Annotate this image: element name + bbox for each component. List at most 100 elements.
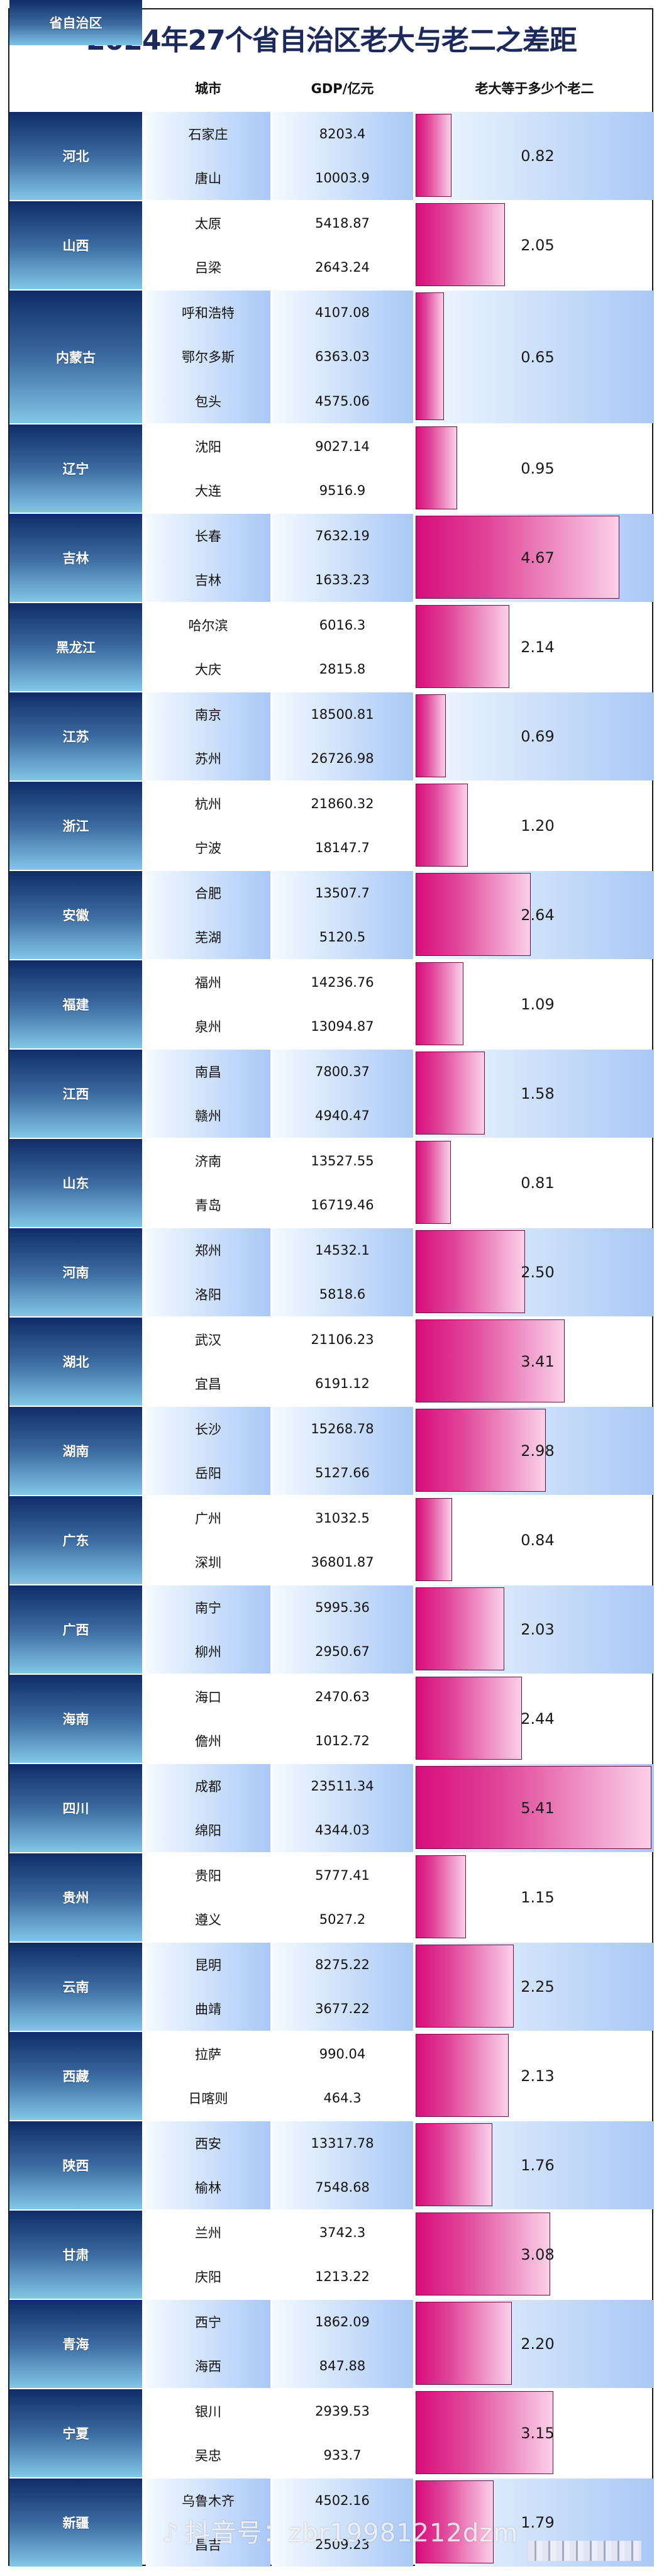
province-cell: 陕西 bbox=[9, 2121, 142, 2209]
city-name: 榆林 bbox=[195, 2180, 221, 2196]
city-name: 长春 bbox=[195, 529, 221, 544]
gdp-value: 8203.4 bbox=[319, 126, 366, 142]
douyin-note-icon: ♪ bbox=[162, 2519, 179, 2548]
city-name: 广州 bbox=[195, 1511, 221, 1526]
table-row: 贵州 贵阳 遵义 5777.41 5027.2 1.15 bbox=[0, 1853, 664, 1943]
city-name: 南昌 bbox=[195, 1065, 221, 1080]
ratio-bar bbox=[416, 516, 619, 599]
ratio-value: 0.69 bbox=[521, 728, 555, 745]
city-cell: 成都 绵阳 bbox=[146, 1764, 270, 1852]
gdp-value: 6363.03 bbox=[315, 349, 370, 365]
city-name: 吴忠 bbox=[195, 2448, 221, 2463]
city-cell: 银川 吴忠 bbox=[146, 2389, 270, 2477]
city-name: 宜昌 bbox=[195, 1377, 221, 1392]
province-cell: 江西 bbox=[9, 1050, 142, 1138]
gdp-value: 14236.76 bbox=[311, 975, 374, 990]
gdp-cell: 1862.09 847.88 bbox=[272, 2300, 413, 2388]
ratio-value: 2.03 bbox=[521, 1621, 555, 1638]
ratio-bar bbox=[416, 292, 444, 420]
city-name: 西宁 bbox=[195, 2315, 221, 2330]
header-gdp: GDP/亿元 bbox=[311, 81, 374, 96]
gdp-cell: 14236.76 13094.87 bbox=[272, 960, 413, 1048]
city-name: 儋州 bbox=[195, 1734, 221, 1749]
table-row: 云南 昆明 曲靖 8275.22 3677.22 2.25 bbox=[0, 1943, 664, 2032]
ratio-value: 1.15 bbox=[521, 1889, 555, 1906]
city-name: 泉州 bbox=[195, 1019, 221, 1035]
ratio-bar bbox=[416, 873, 531, 956]
ratio-value: 3.08 bbox=[521, 2246, 555, 2263]
city-cell: 哈尔滨 大庆 bbox=[146, 603, 270, 691]
ratio-value: 2.64 bbox=[521, 906, 555, 924]
city-cell: 长沙 岳阳 bbox=[146, 1407, 270, 1495]
ratio-value: 2.25 bbox=[521, 1978, 555, 1996]
ratio-value: 2.98 bbox=[521, 1442, 555, 1460]
city-name: 苏州 bbox=[195, 752, 221, 767]
gdp-value: 7632.19 bbox=[315, 528, 370, 543]
gdp-value: 5120.5 bbox=[319, 930, 366, 945]
gdp-value: 5127.66 bbox=[315, 1465, 370, 1480]
ratio-bar bbox=[416, 114, 451, 197]
city-name: 海西 bbox=[195, 2359, 221, 2374]
ratio-value: 0.65 bbox=[521, 348, 555, 366]
ratio-bar bbox=[416, 2302, 512, 2385]
ratio-value: 3.15 bbox=[521, 2424, 555, 2442]
gdp-cell: 31032.5 36801.87 bbox=[272, 1496, 413, 1584]
table-row: 陕西 西安 榆林 13317.78 7548.68 1.76 bbox=[0, 2121, 664, 2211]
ratio-value: 4.67 bbox=[521, 549, 555, 567]
city-name: 吕梁 bbox=[195, 260, 221, 275]
gdp-value: 1012.72 bbox=[315, 1733, 370, 1748]
province-cell: 甘肃 bbox=[9, 2211, 142, 2299]
gdp-value: 15268.78 bbox=[311, 1421, 374, 1436]
city-name: 吉林 bbox=[195, 573, 221, 588]
ratio-bar bbox=[416, 1409, 546, 1492]
table-row: 黑龙江 哈尔滨 大庆 6016.3 2815.8 2.14 bbox=[0, 603, 664, 692]
table-row: 浙江 杭州 宁波 21860.32 18147.7 1.20 bbox=[0, 782, 664, 871]
gdp-value: 1213.22 bbox=[315, 2269, 370, 2284]
header-city: 城市 bbox=[195, 81, 221, 96]
gdp-cell: 6016.3 2815.8 bbox=[272, 603, 413, 691]
table-row: 海南 海口 儋州 2470.63 1012.72 2.44 bbox=[0, 1675, 664, 1764]
gdp-cell: 14532.1 5818.6 bbox=[272, 1228, 413, 1316]
province-cell: 贵州 bbox=[9, 1853, 142, 1941]
city-name: 武汉 bbox=[195, 1333, 221, 1348]
province-cell: 福建 bbox=[9, 960, 142, 1048]
gdp-value: 2643.24 bbox=[315, 260, 370, 275]
table-row: 河北 石家庄 唐山 8203.4 10003.9 0.82 bbox=[0, 112, 664, 201]
table-row: 吉林 长春 吉林 7632.19 1633.23 4.67 bbox=[0, 514, 664, 603]
city-name: 昆明 bbox=[195, 1958, 221, 1973]
gdp-cell: 13527.55 16719.46 bbox=[272, 1139, 413, 1227]
city-name: 乌鲁木齐 bbox=[182, 2494, 235, 2509]
city-name: 郑州 bbox=[195, 1243, 221, 1258]
ratio-value: 1.76 bbox=[521, 2157, 555, 2174]
city-name: 深圳 bbox=[195, 1555, 221, 1570]
table-row: 河南 郑州 洛阳 14532.1 5818.6 2.50 bbox=[0, 1228, 664, 1318]
ratio-bar bbox=[416, 1052, 485, 1135]
city-name: 曲靖 bbox=[195, 2002, 221, 2017]
city-name: 西安 bbox=[195, 2136, 221, 2151]
gdp-value: 933.7 bbox=[323, 2448, 362, 2463]
gdp-value: 4940.47 bbox=[315, 1108, 370, 1123]
gdp-value: 13507.7 bbox=[315, 886, 370, 901]
gdp-value: 4502.16 bbox=[315, 2493, 370, 2508]
province-cell: 黑龙江 bbox=[9, 603, 142, 691]
ratio-value: 2.44 bbox=[521, 1710, 555, 1728]
gdp-value: 8275.22 bbox=[315, 1957, 370, 1972]
chart-title: 2024年27个省自治区老大与老二之差距 bbox=[86, 25, 577, 57]
ratio-bar bbox=[416, 1230, 525, 1313]
gdp-cell: 21106.23 6191.12 bbox=[272, 1318, 413, 1406]
city-name: 洛阳 bbox=[195, 1287, 221, 1302]
table-row: 甘肃 兰州 庆阳 3742.3 1213.22 3.08 bbox=[0, 2211, 664, 2300]
ratio-value: 1.09 bbox=[521, 996, 555, 1013]
city-cell: 沈阳 大连 bbox=[146, 425, 270, 513]
city-cell: 南昌 赣州 bbox=[146, 1050, 270, 1138]
gdp-value: 21106.23 bbox=[311, 1332, 374, 1347]
table-row: 青海 西宁 海西 1862.09 847.88 2.20 bbox=[0, 2300, 664, 2389]
gdp-value: 16719.46 bbox=[311, 1197, 374, 1213]
city-cell: 西宁 海西 bbox=[146, 2300, 270, 2388]
gdp-value: 9516.9 bbox=[319, 483, 366, 498]
table-row: 辽宁 沈阳 大连 9027.14 9516.9 0.95 bbox=[0, 425, 664, 514]
table-row: 江西 南昌 赣州 7800.37 4940.47 1.58 bbox=[0, 1050, 664, 1139]
gdp-cell: 3742.3 1213.22 bbox=[272, 2211, 413, 2299]
province-cell: 广西 bbox=[9, 1585, 142, 1674]
table-row: 宁夏 银川 吴忠 2939.53 933.7 3.15 bbox=[0, 2389, 664, 2479]
